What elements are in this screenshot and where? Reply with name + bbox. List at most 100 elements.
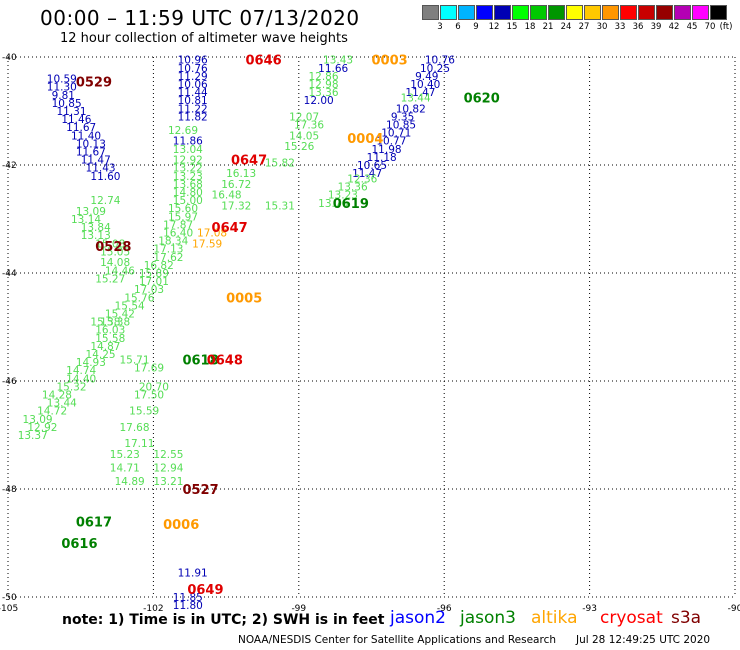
data-point-jason3: 15.76 (124, 292, 154, 304)
color-scale-swatch (584, 5, 601, 20)
data-point-jason2: 10.13 (76, 138, 106, 150)
data-point-jason3: 14.46 (105, 265, 135, 277)
x-tick-label: -99 (291, 604, 306, 614)
data-point-jason3: 15.05 (100, 246, 130, 258)
data-point-jason3: 15.58 (95, 333, 125, 345)
data-point-jason3: 13.09 (76, 206, 106, 218)
data-point-jason3: 14.72 (37, 406, 67, 418)
data-point-jason3: 15.54 (115, 300, 145, 312)
x-tick-label: -96 (437, 604, 452, 614)
data-point-jason2: 10.85 (386, 120, 416, 132)
color-scale-label: 24 (560, 22, 572, 32)
data-point-jason3: 15.38 (100, 317, 130, 329)
data-point-jason3: 17.11 (124, 438, 154, 450)
data-point-jason3: 15.23 (110, 449, 140, 461)
data-point-jason3: 15.00 (173, 195, 203, 207)
data-point-jason3: 17.13 (153, 244, 183, 256)
data-point-jason2: 11.67 (76, 147, 106, 159)
data-point-jason3: 15.08 (95, 238, 125, 250)
y-tick-label: -40 (2, 53, 17, 63)
pass-time-label: 0527 (182, 483, 218, 498)
color-scale-swatch (692, 5, 709, 20)
data-point-jason3: 15.26 (284, 141, 314, 153)
data-point-jason2: 10.85 (52, 98, 82, 110)
data-point-jason2: 11.66 (318, 63, 348, 75)
data-point-jason3: 15.71 (119, 354, 149, 366)
data-point-jason2: 10.81 (178, 95, 208, 107)
data-point-jason2: 10.76 (425, 55, 455, 67)
data-point-jason2: 11.30 (47, 82, 77, 94)
pass-time-label: 0004 (347, 132, 383, 147)
pass-time-label: 0648 (207, 353, 243, 368)
data-point-jason3: 17.87 (163, 219, 193, 231)
data-point-jason3: 20.70 (139, 381, 169, 393)
data-point-jason3: 17.69 (134, 363, 164, 375)
data-point-jason2: 11.40 (71, 130, 101, 142)
footer-note: note: 1) Time is in UTC; 2) SWH is in fe… (62, 612, 385, 628)
pass-time-label: 0647 (231, 154, 267, 169)
data-point-jason3: 14.08 (100, 257, 130, 269)
data-point-jason2: 10.82 (396, 103, 426, 115)
data-point-jason2: 11.46 (61, 114, 91, 126)
timestamp-text: Jul 28 12:49:25 UTC 2020 (576, 634, 711, 646)
color-scale-label: 18 (524, 22, 536, 32)
y-tick-label: -48 (2, 485, 17, 495)
data-point-altika: 17.08 (197, 228, 227, 240)
data-point-jason3: 18.34 (158, 236, 188, 248)
legend-s3a: s3a (671, 608, 702, 628)
legend-cryosat: cryosat (600, 608, 663, 628)
data-point-jason2: 11.29 (178, 71, 208, 83)
data-point-jason3: 17.36 (294, 120, 324, 132)
pass-time-label: 0646 (245, 54, 281, 69)
data-point-jason2: 11.47 (352, 168, 382, 180)
color-scale-swatch (566, 5, 583, 20)
data-point-jason3: 15.27 (95, 273, 125, 285)
data-point-jason2: 9.35 (391, 111, 414, 123)
y-tick-label: -50 (2, 593, 17, 603)
color-scale-label: 45 (686, 22, 698, 32)
color-scale-label: 33 (614, 22, 626, 32)
data-point-jason3: 15.38 (90, 317, 120, 329)
page-title: 00:00 – 11:59 UTC 07/13/2020 (40, 6, 360, 30)
data-point-jason3: 15.59 (129, 406, 159, 418)
data-point-jason3: 14.74 (66, 365, 96, 377)
color-scale-swatch (530, 5, 547, 20)
x-tick-label: -93 (582, 604, 597, 614)
color-scale-label: 39 (650, 22, 662, 32)
data-point-jason3: 13.84 (81, 222, 111, 234)
data-point-jason2: 10.25 (420, 63, 450, 75)
data-point-jason3: 13.76 (318, 198, 348, 210)
data-point-jason2: 10.76 (178, 63, 208, 75)
data-point-jason2: 10.40 (410, 79, 440, 91)
color-scale-swatch (638, 5, 655, 20)
data-point-jason2: 11.82 (178, 111, 208, 123)
x-tick-label: -105 (0, 604, 18, 614)
credit-text: NOAA/NESDIS Center for Satellite Applica… (238, 634, 556, 646)
data-point-jason3: 17.32 (221, 201, 251, 213)
data-point-jason3: 15.31 (265, 201, 295, 213)
data-point-jason3: 16.13 (226, 168, 256, 180)
data-point-jason2: 11.22 (178, 103, 208, 115)
color-scale-swatch (476, 5, 493, 20)
pass-time-label: 0647 (212, 221, 248, 236)
data-point-jason3: 13.36 (338, 182, 368, 194)
data-point-jason3: 13.04 (173, 144, 203, 156)
color-scale-label: 27 (578, 22, 590, 32)
data-point-jason3: 17.01 (139, 276, 169, 288)
x-tick-label: -102 (143, 604, 163, 614)
data-point-jason2: 12.00 (304, 95, 334, 107)
data-point-jason3: 13.21 (153, 476, 183, 488)
data-point-jason3: 12.86 (308, 71, 338, 83)
color-scale-label: 21 (542, 22, 554, 32)
data-point-jason3: 14.28 (42, 390, 72, 402)
color-scale: 3 6 9 12 15 18 21 24 27 30 33 36 39 42 45 70 (ft) (422, 5, 732, 35)
color-scale-label: 3 (437, 22, 443, 32)
data-point-jason3: 14.05 (289, 130, 319, 142)
data-point-jason2: 11.47 (81, 155, 111, 167)
legend-jason2: jason2 (390, 608, 446, 628)
legend-altika: altika (531, 608, 578, 628)
data-point-jason2: 10.06 (178, 79, 208, 91)
color-scale-label: 15 (506, 22, 518, 32)
pass-time-label: 0649 (187, 583, 223, 598)
